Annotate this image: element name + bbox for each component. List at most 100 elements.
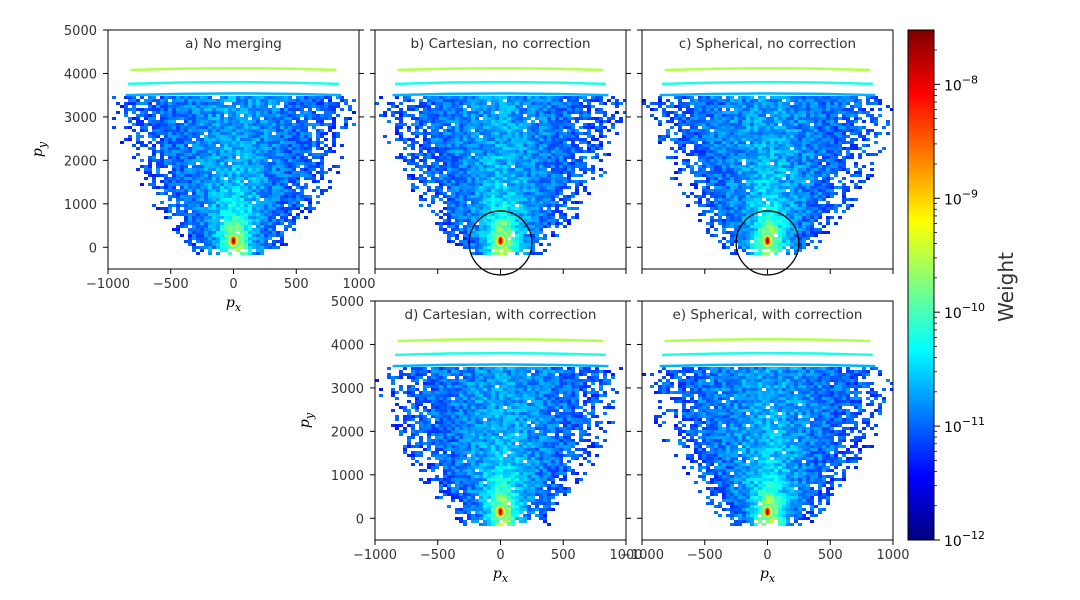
heat-cell [212, 246, 216, 249]
heat-cell [192, 234, 196, 237]
heat-cell [770, 102, 774, 105]
heat-cell [694, 102, 698, 105]
heat-cell [152, 114, 156, 117]
heat-cell [611, 96, 615, 99]
heat-cell [563, 126, 567, 129]
heat-cell [543, 213, 547, 216]
heat-cell [559, 102, 563, 105]
heat-cell [148, 162, 152, 165]
heat-cell [192, 159, 196, 162]
heat-cell [280, 186, 284, 189]
heat-cell [172, 114, 176, 117]
heat-cell [192, 225, 196, 228]
heat-cell [726, 144, 730, 147]
heat-cell [479, 174, 483, 177]
heat-cell [834, 111, 838, 114]
heat-cell [802, 111, 806, 114]
heat-cell [654, 102, 658, 105]
heat-cell [176, 180, 180, 183]
heat-cell [192, 111, 196, 114]
heat-cell [399, 108, 403, 111]
heat-cell [826, 126, 830, 129]
heat-cell [232, 213, 236, 216]
heat-cell [415, 165, 419, 168]
heat-cell [559, 165, 563, 168]
heat-cell [300, 108, 304, 111]
heat-cell [842, 96, 846, 99]
heat-cell [882, 147, 886, 150]
heat-cell [256, 174, 260, 177]
heat-cell [200, 138, 204, 141]
heat-cell [734, 132, 738, 135]
heat-cell [475, 243, 479, 246]
heat-cell [579, 174, 583, 177]
heat-cell [228, 129, 232, 132]
heat-cell [499, 174, 503, 177]
heat-cell [208, 114, 212, 117]
heat-cell [543, 189, 547, 192]
heat-cell [208, 123, 212, 126]
heat-cell [288, 174, 292, 177]
heat-cell [260, 240, 264, 243]
heat-cell [758, 135, 762, 138]
heat-cell [750, 150, 754, 153]
heat-cell [758, 126, 762, 129]
heat-cell [487, 129, 491, 132]
heat-cell [220, 171, 224, 174]
heat-cell [471, 132, 475, 135]
heat-cell [212, 183, 216, 186]
heat-cell [296, 123, 300, 126]
heat-cell [332, 165, 336, 168]
heat-cell [515, 234, 519, 237]
heat-cell [790, 144, 794, 147]
heat-cell [487, 195, 491, 198]
heat-cell [762, 126, 766, 129]
heat-cell [738, 132, 742, 135]
heat-cell [459, 177, 463, 180]
heat-cell [507, 195, 511, 198]
heat-cell [674, 117, 678, 120]
heat-cell [702, 120, 706, 123]
heat-cell [515, 123, 519, 126]
heat-cell [479, 120, 483, 123]
heat-cell [168, 153, 172, 156]
heat-cell [794, 147, 798, 150]
heat-cell [523, 216, 527, 219]
heat-cell [216, 219, 220, 222]
heat-cell [164, 192, 168, 195]
heat-cell [459, 228, 463, 231]
heat-cell [192, 171, 196, 174]
heat-cell [395, 132, 399, 135]
heat-cell [208, 234, 212, 237]
heat-cell [200, 120, 204, 123]
heat-cell [670, 111, 674, 114]
heat-cell [256, 102, 260, 105]
heat-cell [280, 141, 284, 144]
heat-cell [698, 102, 702, 105]
heat-cell [252, 240, 256, 243]
heat-cell [479, 228, 483, 231]
heat-cell [196, 180, 200, 183]
heat-cell [539, 120, 543, 123]
heat-cell [212, 159, 216, 162]
heat-cell [503, 231, 507, 234]
heat-cell [152, 120, 156, 123]
heat-cell [292, 207, 296, 210]
heat-cell [523, 228, 527, 231]
heat-cell [232, 195, 236, 198]
heat-cell [555, 171, 559, 174]
heat-cell [172, 186, 176, 189]
heat-cell [535, 237, 539, 240]
heat-cell [260, 249, 264, 252]
heat-cell [447, 114, 451, 117]
heat-cell [152, 204, 156, 207]
heat-cell [220, 237, 224, 240]
heat-cell [591, 99, 595, 102]
heat-cell [838, 138, 842, 141]
heat-cell [264, 246, 268, 249]
heat-cell [204, 237, 208, 240]
heat-cell [200, 195, 204, 198]
heat-cell [240, 189, 244, 192]
heat-cell [248, 237, 252, 240]
heat-cell [555, 120, 559, 123]
